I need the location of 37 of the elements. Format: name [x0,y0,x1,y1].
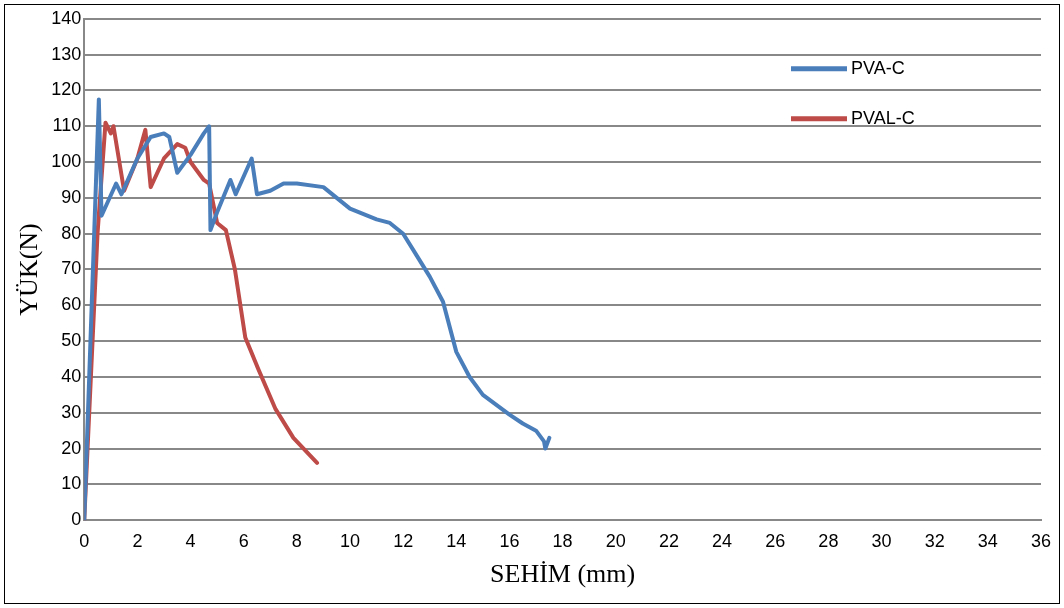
y-tick-label: 120 [51,79,82,100]
y-tick-label: 30 [61,401,82,422]
x-tick-label: 4 [185,530,196,551]
x-tick-label: 12 [393,530,414,551]
y-tick-label: 80 [61,222,82,243]
y-tick-label: 60 [61,294,82,315]
y-tick-label: 140 [51,7,82,28]
x-tick-label: 26 [765,530,786,551]
x-tick-label: 8 [291,530,302,551]
y-tick-label: 70 [61,258,82,279]
x-tick-label: 24 [712,530,733,551]
x-tick-label: 30 [871,530,892,551]
y-tick-label: 50 [61,330,82,351]
x-axis-title: SEHİM (mm) [490,559,636,589]
y-tick-label: 100 [51,151,82,172]
x-tick-label: 34 [977,530,998,551]
x-tick-label: 18 [552,530,573,551]
y-tick-label: 20 [61,437,82,458]
y-tick-label: 110 [52,115,82,136]
x-tick-label: 16 [499,530,520,551]
x-tick-label: 28 [818,530,839,551]
y-axis-title: YÜK(N) [14,223,44,316]
x-tick-label: 14 [446,530,467,551]
x-tick-label: 6 [238,530,249,551]
y-tick-label: 0 [71,509,82,530]
y-tick-label: 10 [61,473,82,494]
x-tick-label: 2 [132,530,143,551]
y-tick-label: 90 [61,186,82,207]
x-tick-label: 22 [658,530,679,551]
y-tick-label: 130 [51,43,82,64]
x-tick-label: 36 [1030,530,1052,551]
y-tick-label: 40 [61,365,82,386]
legend-label: PVA-C [851,57,905,78]
x-tick-label: 32 [924,530,945,551]
x-tick-label: 20 [605,530,626,551]
x-tick-label: 10 [339,530,361,551]
legend-label: PVAL-C [851,107,915,128]
